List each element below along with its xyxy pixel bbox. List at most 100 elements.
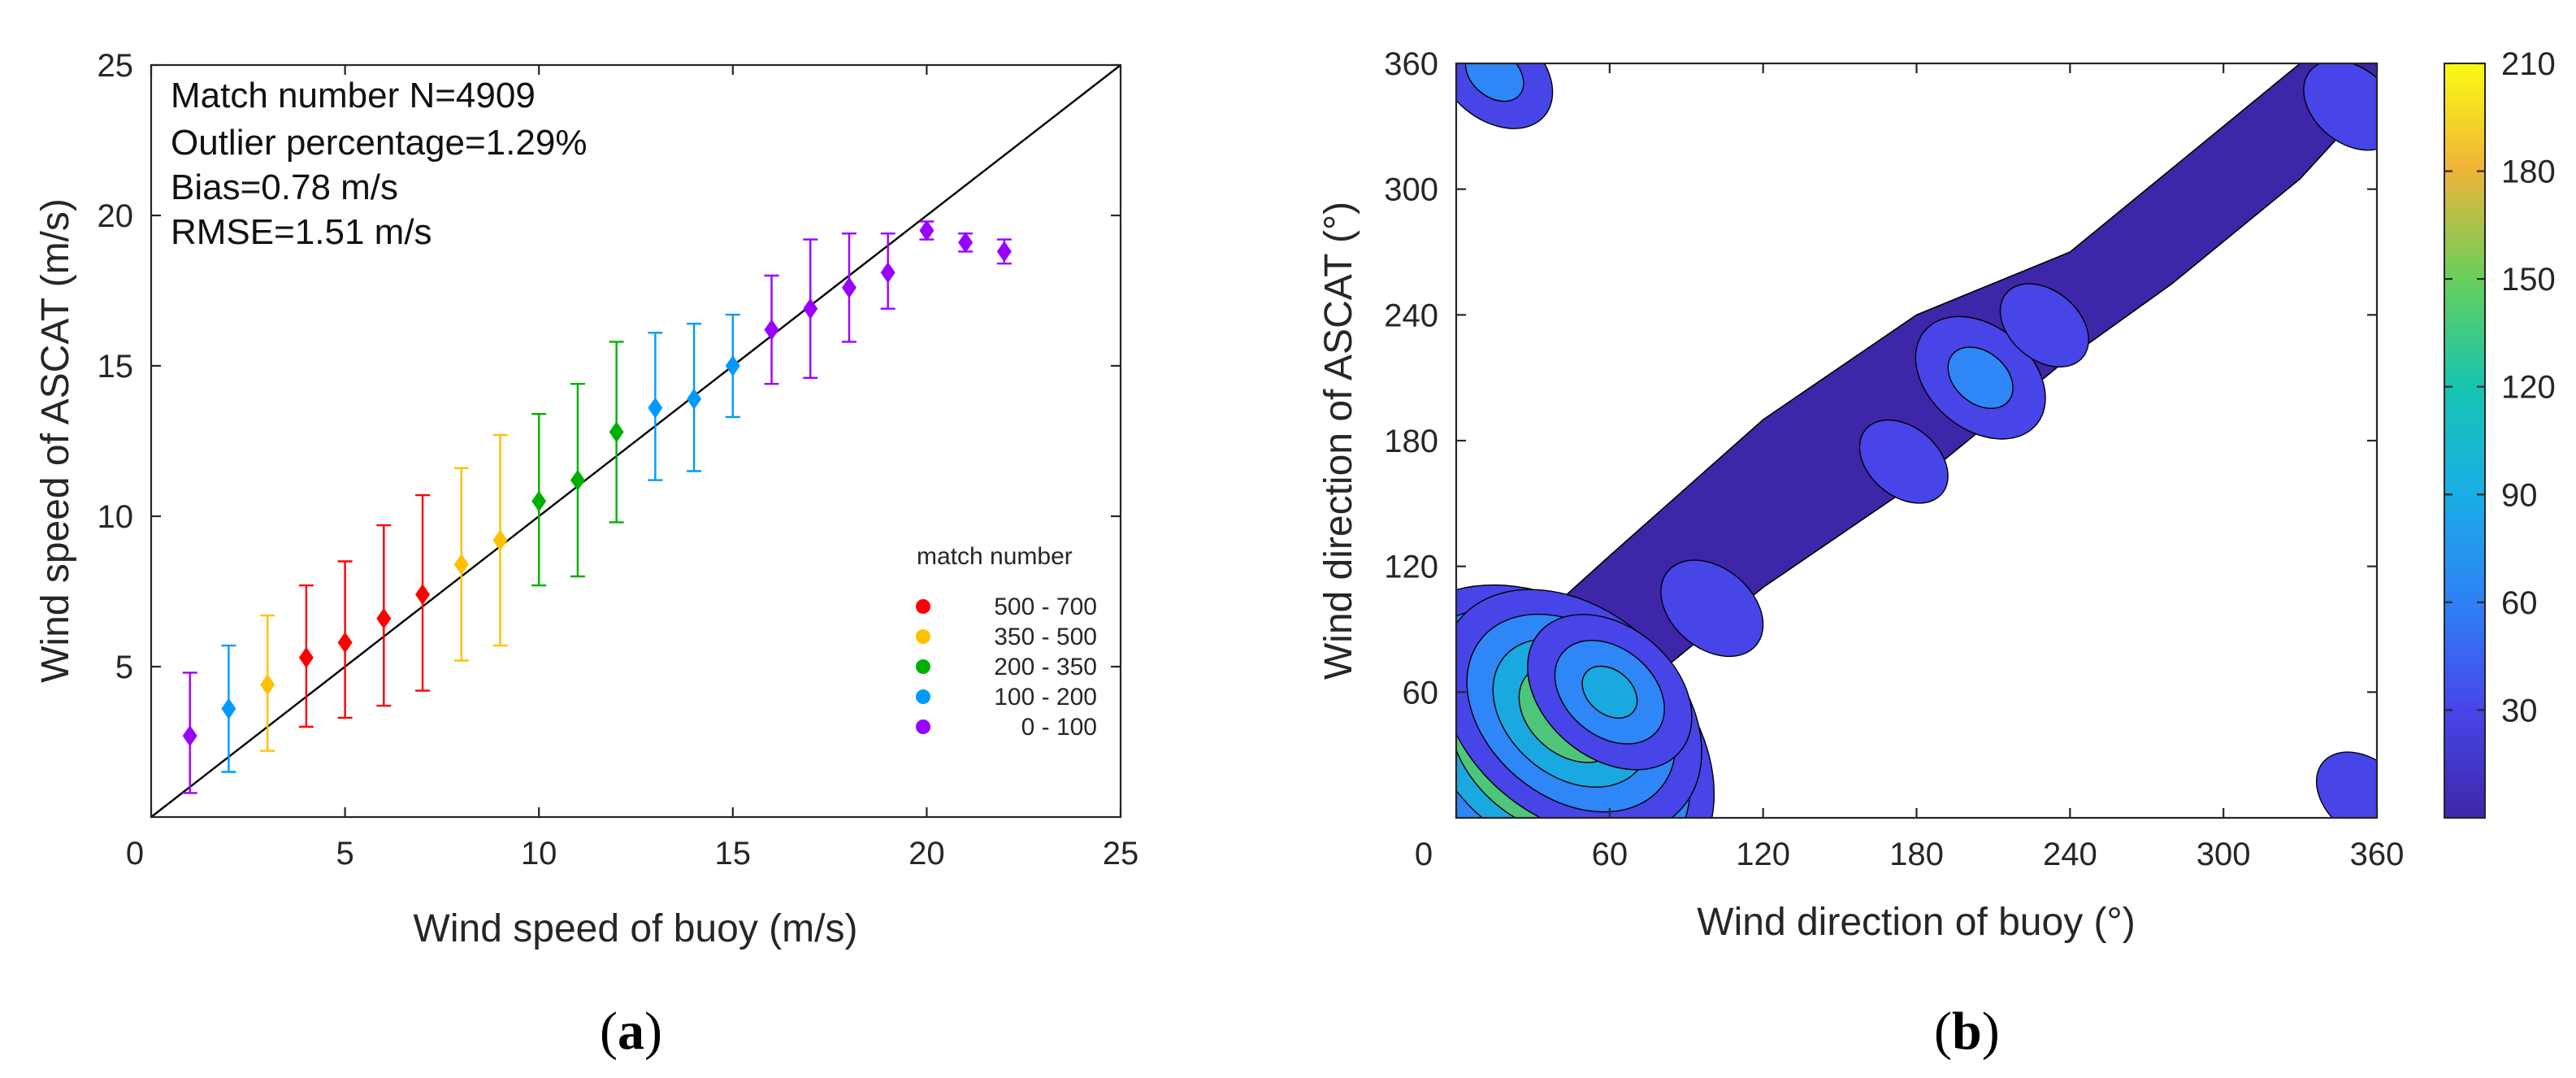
panel-label-b: (b)	[1934, 1002, 2000, 1061]
stat-rmse: RMSE=1.51 m/s	[171, 212, 432, 252]
y-axis-label-b: Wind direction of ASCAT (°)	[1317, 202, 1360, 680]
x-tick-label-a: 0	[126, 836, 144, 872]
data-point-19	[880, 233, 896, 310]
legend-label: 100 - 200	[994, 684, 1097, 711]
axes-frame-a	[150, 63, 1122, 819]
y-tick-label-b: 300	[1384, 172, 1438, 208]
diamond-marker	[570, 469, 585, 491]
data-point-14	[687, 323, 702, 472]
diamond-marker	[996, 241, 1012, 263]
contour-blob-7	[1999, 283, 2089, 368]
x-axis-label-a: Wind speed of buoy (m/s)	[414, 907, 858, 950]
legend-item-2: 350 - 500	[916, 624, 1097, 650]
data-point-18	[841, 233, 856, 343]
diamond-marker	[919, 220, 935, 241]
data-point-8	[453, 467, 469, 662]
colorbar-tick-label: 180	[2501, 154, 2556, 190]
data-point-13	[648, 332, 663, 481]
legend-label: 500 - 700	[994, 593, 1097, 620]
stats-box: Match number N=4909 Outlier percentage=1…	[171, 76, 587, 252]
y-tick-label-a: 10	[98, 499, 134, 535]
data-point-10	[531, 413, 547, 587]
x-tick-label-a: 5	[336, 836, 353, 872]
contour-level	[1660, 559, 1764, 658]
legend-title: match number	[917, 543, 1073, 570]
contour-blob-9	[2303, 63, 2377, 151]
data-point-20	[919, 220, 935, 241]
contour-level	[1999, 283, 2089, 368]
colorbar-tick-label: 150	[2501, 262, 2556, 298]
y-tick-label-a: 15	[98, 349, 134, 385]
contour-level	[1858, 419, 1949, 504]
legend-swatch	[916, 599, 930, 614]
diamond-marker	[880, 262, 896, 284]
diamond-marker	[182, 725, 197, 747]
x-tick-label-b: 360	[2350, 837, 2405, 872]
legend-item-4: 100 - 200	[916, 684, 1097, 711]
y-tick-label-b: 240	[1384, 298, 1438, 333]
legend-label: 0 - 100	[1021, 714, 1097, 741]
legend: match number 500 - 700 350 - 500 200 - 350…	[916, 543, 1097, 741]
y-tick-label-b: 60	[1403, 675, 1439, 711]
x-tick-label-b: 300	[2197, 837, 2251, 872]
legend-item-3: 200 - 350	[916, 654, 1097, 680]
diamond-marker	[531, 490, 547, 512]
data-point-21	[958, 232, 974, 254]
panel-label-a: (a)	[600, 1002, 662, 1061]
colorbar-tick-label: 210	[2501, 46, 2556, 82]
legend-swatch	[916, 659, 930, 674]
x-tick-label-b: 120	[1736, 837, 1790, 872]
legend-item-1: 500 - 700	[916, 593, 1097, 620]
x-tick-label-a: 10	[521, 836, 557, 872]
y-tick-label-a: 25	[98, 48, 134, 84]
one-to-one-line	[150, 64, 1121, 818]
diamond-marker	[648, 397, 663, 419]
data-point-3	[260, 614, 275, 752]
contour-level	[1464, 63, 1524, 102]
diamond-marker	[609, 421, 624, 443]
panel-letter-a: a	[618, 1002, 644, 1061]
data-point-11	[570, 383, 585, 578]
y-tick-label-b: 360	[1384, 46, 1438, 82]
legend-swatch	[916, 719, 930, 734]
y-tick-label-a: 20	[98, 198, 134, 234]
diamond-marker	[453, 554, 469, 576]
x-tick-label-b: 0	[1415, 837, 1433, 872]
contour-blob-5	[1915, 315, 2046, 440]
y-tick-label-b: 120	[1384, 550, 1438, 585]
legend-swatch	[916, 629, 930, 644]
diamond-marker	[260, 674, 275, 696]
x-tick-label-a: 15	[715, 836, 752, 872]
contour-level	[2315, 751, 2377, 818]
data-point-15	[725, 313, 740, 419]
diamond-marker	[687, 388, 702, 410]
colorbar-tick-label: 60	[2501, 585, 2538, 621]
contour-blob-8	[1456, 63, 1554, 129]
legend-swatch	[916, 689, 930, 704]
contour-blob-4	[1660, 559, 1764, 658]
diamond-marker	[298, 646, 314, 668]
data-point-17	[803, 238, 818, 379]
data-point-7	[415, 493, 431, 692]
data-point-22	[996, 238, 1012, 265]
data-point-2	[221, 644, 236, 773]
panel-letter-b: b	[1952, 1002, 1982, 1061]
diamond-marker	[221, 698, 236, 719]
stat-outlier: Outlier percentage=1.29%	[171, 123, 587, 163]
diamond-marker	[764, 319, 779, 341]
contour-blob-3	[1527, 614, 1693, 771]
y-axis-label-a: Wind speed of ASCAT (m/s)	[34, 198, 77, 683]
x-tick-label-b: 60	[1592, 837, 1628, 872]
data-point-9	[492, 433, 508, 647]
stat-bias: Bias=0.78 m/s	[171, 167, 398, 207]
colorbar-tick-label: 120	[2501, 370, 2556, 406]
legend-label: 350 - 500	[994, 624, 1097, 650]
colorbar-tick-label: 90	[2501, 477, 2538, 513]
x-axis-label-b: Wind direction of buoy (°)	[1697, 901, 2135, 944]
stat-match-number: Match number N=4909	[171, 76, 536, 115]
contour-blob-6	[1858, 419, 1949, 504]
legend-label: 200 - 350	[994, 654, 1097, 680]
data-point-6	[376, 524, 392, 707]
data-point-12	[609, 341, 624, 524]
data-point-1	[182, 672, 197, 794]
